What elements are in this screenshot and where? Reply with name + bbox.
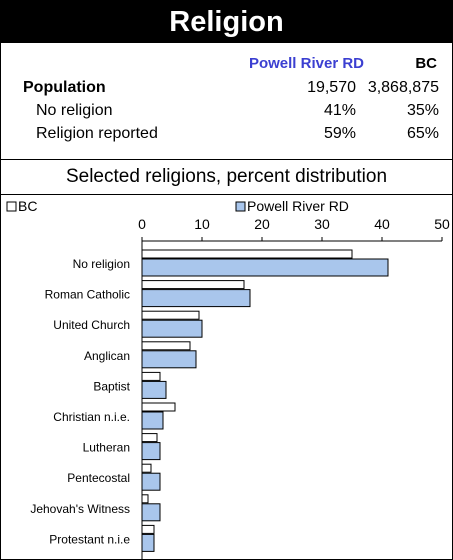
category-label: Anglican <box>84 349 130 363</box>
row-value-powell-river: 41% <box>323 102 356 119</box>
column-header-bc: BC <box>415 55 437 72</box>
summary-row-population: Population 19,570 3,868,875 <box>1 79 452 99</box>
category-label: No religion <box>73 257 130 271</box>
bar-bc <box>141 463 152 473</box>
category-label: Christian n.i.e. <box>53 410 130 424</box>
bar-bc <box>141 494 149 504</box>
bar-bc <box>141 524 155 534</box>
row-value-bc: 65% <box>406 125 439 142</box>
bar-powell-river <box>141 380 167 399</box>
bar-bc <box>141 249 353 259</box>
category-label: United Church <box>53 318 130 332</box>
religion-bar-chart: BC Powell River RD 0 10 20 30 40 50 No religion R… <box>1 195 452 559</box>
category-label: Jehovah's Witness <box>30 502 130 516</box>
x-tick-label: 50 <box>434 216 450 232</box>
x-tick-label: 10 <box>194 216 210 232</box>
bar-powell-river <box>141 289 251 308</box>
bar-bc <box>141 371 161 381</box>
chart-title: Selected religions, percent distribution <box>1 160 452 195</box>
bar-powell-river <box>141 258 389 277</box>
legend-swatch-powell-river <box>235 201 246 212</box>
x-tick-label: 30 <box>314 216 330 232</box>
x-tick-label: 0 <box>138 216 146 232</box>
bar-bc <box>141 280 245 290</box>
row-value-powell-river: 19,570 <box>307 79 356 96</box>
bar-bc <box>141 341 191 351</box>
bar-powell-river <box>141 350 197 369</box>
category-label: Pentecostal <box>67 471 130 485</box>
bar-powell-river <box>141 533 155 552</box>
legend-swatch-bc <box>6 201 17 212</box>
bar-powell-river <box>141 472 161 491</box>
chart-svg: BC Powell River RD 0 10 20 30 40 50 No religion R… <box>6 198 450 559</box>
x-tick-label: 40 <box>374 216 390 232</box>
bar-bc <box>141 402 176 412</box>
category-label: Baptist <box>93 379 130 393</box>
summary-row-no-religion: No religion 41% 35% <box>1 102 452 122</box>
column-header-powell-river: Powell River RD <box>248 55 364 72</box>
bar-powell-river <box>141 411 164 430</box>
row-value-bc: 3,868,875 <box>367 79 439 96</box>
summary-table: Powell River RD BC Population 19,570 3,8… <box>1 43 452 160</box>
bar-powell-river <box>141 319 203 338</box>
x-tick-label: 20 <box>254 216 270 232</box>
category-label: Lutheran <box>83 441 130 455</box>
summary-row-religion-reported: Religion reported 59% 65% <box>1 125 452 145</box>
bar-powell-river <box>141 442 161 461</box>
row-value-bc: 35% <box>406 102 439 119</box>
panel-title: Religion <box>1 1 452 43</box>
category-label: Roman Catholic <box>45 288 130 302</box>
row-label: No religion <box>36 102 113 119</box>
row-value-powell-river: 59% <box>323 125 356 142</box>
bar-bc <box>141 433 158 443</box>
category-label: Protestant n.i.e <box>49 532 130 546</box>
legend-label-bc: BC <box>18 198 37 214</box>
legend-label-powell-river: Powell River RD <box>247 198 349 214</box>
bar-powell-river <box>141 503 161 522</box>
row-label: Religion reported <box>36 125 158 142</box>
bar-bc <box>141 310 200 320</box>
row-label: Population <box>23 79 106 96</box>
